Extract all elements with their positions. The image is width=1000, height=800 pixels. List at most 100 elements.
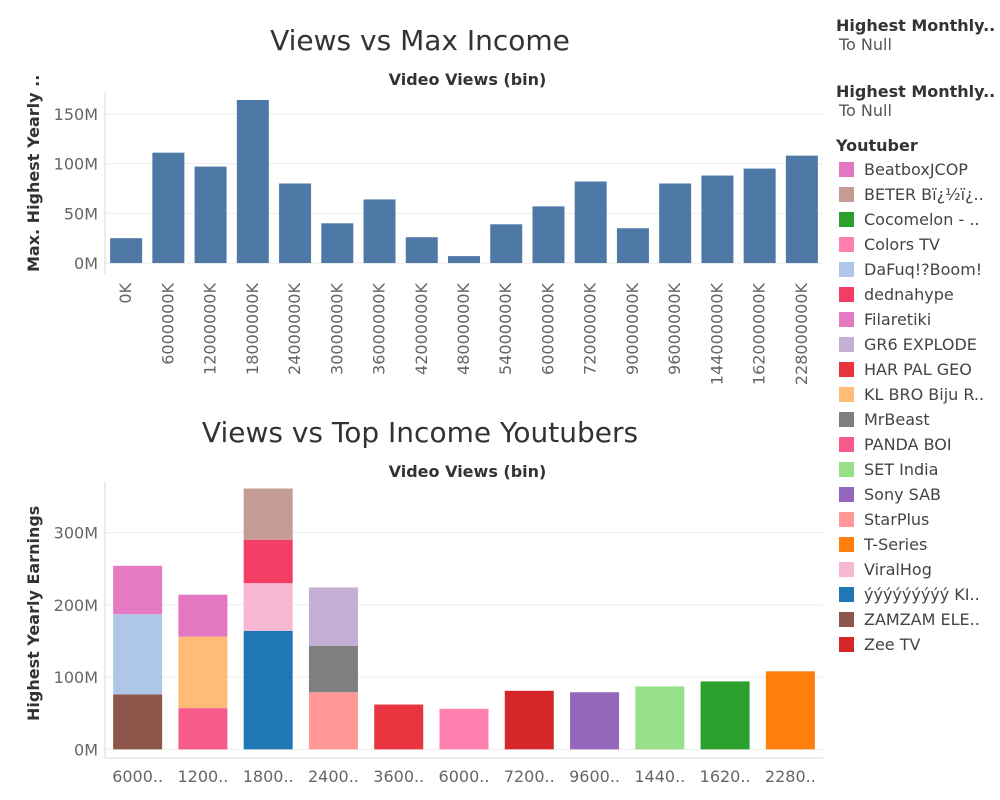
- legend-swatch: [839, 237, 854, 252]
- chart2-plot: 0M 100M 200M 300M 6000.. 1200.. 1800.. 2400.. 36…: [54, 482, 823, 786]
- bar-segment[interactable]: [700, 681, 750, 750]
- y-tick-label: 0M: [74, 254, 98, 273]
- legend-swatch: [839, 512, 854, 527]
- y-tick-label: 300M: [54, 524, 98, 543]
- legend-item[interactable]: Colors TV: [836, 232, 1000, 257]
- x-tick-label: 6000000K: [158, 282, 177, 364]
- x-tick-label: 2280..: [765, 767, 816, 786]
- bar[interactable]: [279, 183, 312, 264]
- bar[interactable]: [532, 206, 565, 264]
- x-tick-label: 0K: [116, 282, 135, 303]
- bar-segment[interactable]: [113, 694, 163, 750]
- legend-item[interactable]: BeatboxJCOP: [836, 157, 1000, 182]
- bar-segment[interactable]: [178, 594, 228, 637]
- legend-label: BETER Bï¿½ï¿..: [864, 185, 984, 204]
- bar[interactable]: [701, 175, 734, 264]
- bar[interactable]: [194, 166, 227, 264]
- bar-segment[interactable]: [113, 614, 163, 695]
- x-tick-label: 30000000K: [327, 283, 346, 375]
- bar[interactable]: [490, 224, 523, 264]
- legend-label: dednahype: [864, 285, 954, 304]
- x-tick-label: 6000..: [439, 767, 490, 786]
- filter-highest-monthly-2[interactable]: Highest Monthly.. To Null: [836, 82, 1000, 120]
- legend-item[interactable]: HAR PAL GEO: [836, 357, 1000, 382]
- bar-segment[interactable]: [765, 671, 815, 750]
- bar-segment[interactable]: [570, 692, 620, 750]
- legend-label: HAR PAL GEO: [864, 360, 972, 379]
- legend-label: BeatboxJCOP: [864, 160, 968, 179]
- legend-item[interactable]: MrBeast: [836, 407, 1000, 432]
- bar-segment[interactable]: [243, 539, 293, 584]
- legend-item[interactable]: Filaretiki: [836, 307, 1000, 332]
- legend-item[interactable]: dednahype: [836, 282, 1000, 307]
- bar-segment[interactable]: [439, 708, 489, 750]
- bar-segment[interactable]: [243, 630, 293, 750]
- legend-label: StarPlus: [864, 510, 930, 529]
- bar[interactable]: [448, 256, 480, 264]
- bar-segment[interactable]: [243, 488, 293, 540]
- legend-item[interactable]: StarPlus: [836, 507, 1000, 532]
- chart1-plot: 0M 50M 100M 150M 0K 6000000K 12000000K 18000000…: [54, 92, 823, 385]
- y-tick-label: 150M: [54, 105, 98, 124]
- legend-swatch: [839, 387, 854, 402]
- legend-label: Zee TV: [864, 635, 921, 654]
- y-tick-label: 200M: [54, 596, 98, 615]
- legend-item[interactable]: GR6 EXPLODE: [836, 332, 1000, 357]
- y-tick-label: 0M: [74, 740, 98, 759]
- legend-item[interactable]: ViralHog: [836, 557, 1000, 582]
- legend-item[interactable]: Cocomelon - ..: [836, 207, 1000, 232]
- x-tick-label: 3600..: [373, 767, 424, 786]
- bar[interactable]: [659, 183, 692, 264]
- x-tick-label: 1440..: [634, 767, 685, 786]
- legend-swatch: [839, 637, 854, 652]
- bar-segment[interactable]: [178, 636, 228, 709]
- bar[interactable]: [405, 237, 438, 264]
- bar[interactable]: [152, 152, 185, 264]
- x-tick-label: 60000000K: [538, 283, 557, 375]
- bar-segment[interactable]: [308, 646, 358, 693]
- bar-segment[interactable]: [113, 565, 163, 615]
- legend-label: ýýýýýýýýý KI..: [864, 585, 980, 604]
- bar-segment[interactable]: [504, 690, 554, 750]
- bar[interactable]: [616, 228, 649, 264]
- legend-item[interactable]: KL BRO Biju R..: [836, 382, 1000, 407]
- legend-swatch: [839, 337, 854, 352]
- y-tick-label: 100M: [54, 155, 98, 174]
- bar-segment[interactable]: [308, 587, 358, 647]
- filter-value[interactable]: To Null: [839, 101, 892, 120]
- bar[interactable]: [236, 99, 269, 264]
- bar-segment[interactable]: [178, 708, 228, 750]
- chart2-x-axis-title: Video Views (bin): [388, 462, 547, 481]
- legend-item[interactable]: T-Series: [836, 532, 1000, 557]
- bar-segment[interactable]: [243, 583, 293, 631]
- bar[interactable]: [574, 181, 607, 264]
- bar[interactable]: [785, 155, 818, 264]
- filter-value[interactable]: To Null: [839, 35, 892, 54]
- filter-highest-monthly-1[interactable]: Highest Monthly.. To Null: [836, 16, 1000, 54]
- legend-item[interactable]: ýýýýýýýýý KI..: [836, 582, 1000, 607]
- legend-item[interactable]: Zee TV: [836, 632, 1000, 657]
- x-tick-label: 1620..: [700, 767, 751, 786]
- bar[interactable]: [363, 199, 396, 264]
- legend-label: MrBeast: [864, 410, 930, 429]
- legend-item[interactable]: DaFuq!?Boom!: [836, 257, 1000, 282]
- bar[interactable]: [321, 223, 354, 264]
- legend-item[interactable]: PANDA BOI: [836, 432, 1000, 457]
- legend-title: Youtuber: [836, 136, 918, 155]
- x-tick-label: 36000000K: [370, 283, 389, 375]
- x-tick-label: 96000000K: [665, 283, 684, 375]
- side-panel: Highest Monthly.. To Null Highest Monthl…: [836, 0, 1000, 657]
- legend-item[interactable]: BETER Bï¿½ï¿..: [836, 182, 1000, 207]
- legend-item[interactable]: ZAMZAM ELE..: [836, 607, 1000, 632]
- bar[interactable]: [110, 238, 143, 264]
- x-tick-label: 9600..: [569, 767, 620, 786]
- legend-item[interactable]: Sony SAB: [836, 482, 1000, 507]
- bar[interactable]: [743, 168, 776, 264]
- bar-segment[interactable]: [374, 704, 424, 750]
- x-tick-label: 54000000K: [496, 283, 515, 375]
- bar-segment[interactable]: [308, 692, 358, 750]
- bar-segment[interactable]: [635, 686, 685, 750]
- legend-item[interactable]: SET India: [836, 457, 1000, 482]
- legend-swatch: [839, 287, 854, 302]
- legend-swatch: [839, 312, 854, 327]
